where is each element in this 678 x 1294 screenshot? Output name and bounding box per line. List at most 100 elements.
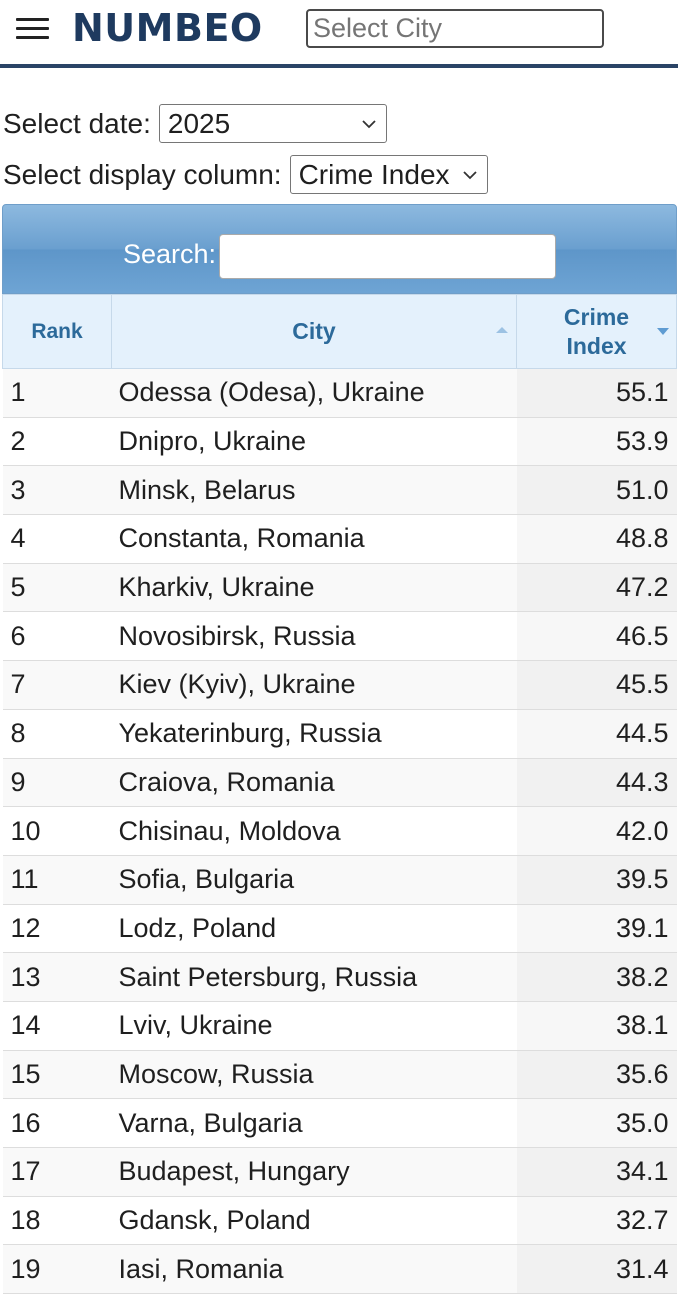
- city-cell: Kharkiv, Ukraine: [111, 563, 517, 613]
- table-row: 4 Constanta, Romania 48.8: [2, 514, 677, 564]
- city-cell: Novosibirsk, Russia: [111, 611, 517, 662]
- crime-index-cell: 35.0: [516, 1098, 677, 1148]
- crime-index-cell: 39.5: [516, 855, 677, 905]
- table-search-input[interactable]: [219, 234, 556, 279]
- crime-index-cell: 39.1: [516, 904, 677, 954]
- rank-cell: 13: [2, 952, 112, 1002]
- display-column-label: Select display column:: [3, 158, 282, 190]
- date-select-value: 2025: [167, 107, 231, 139]
- top-navigation-bar: NUMBEO: [0, 0, 678, 68]
- table-row: 11 Sofia, Bulgaria 39.5: [2, 855, 677, 905]
- rank-cell: 6: [2, 611, 112, 662]
- city-cell: Dnipro, Ukraine: [111, 417, 517, 467]
- table-row: 17 Budapest, Hungary 34.1: [2, 1147, 677, 1197]
- rank-cell: 14: [2, 1001, 112, 1051]
- crime-index-cell: 53.9: [516, 417, 677, 467]
- column-header-crime-index-label: Crime Index: [563, 303, 630, 359]
- city-cell: Budapest, Hungary: [111, 1147, 517, 1197]
- display-column-select[interactable]: Crime Index: [289, 155, 488, 194]
- crime-index-cell: 38.2: [516, 952, 677, 1002]
- rank-cell: 19: [2, 1244, 112, 1294]
- table-body: 1 Odessa (Odesa), Ukraine 55.1 2 Dnipro, Ukr…: [2, 368, 677, 1294]
- column-header-rank[interactable]: Rank: [2, 294, 112, 369]
- table-row: 8 Yekaterinburg, Russia 44.5: [2, 709, 677, 759]
- city-cell: Saint Petersburg, Russia: [111, 952, 517, 1002]
- rank-cell: 10: [2, 806, 112, 856]
- table-row: 1 Odessa (Odesa), Ukraine 55.1: [2, 368, 677, 418]
- table-row: 13 Saint Petersburg, Russia 38.2: [2, 952, 677, 1002]
- rank-cell: 8: [2, 709, 112, 759]
- table-row: 5 Kharkiv, Ukraine 47.2: [2, 563, 677, 613]
- rank-cell: 11: [2, 855, 112, 905]
- city-cell: Varna, Bulgaria: [111, 1098, 517, 1148]
- table-row: 16 Varna, Bulgaria 35.0: [2, 1098, 677, 1148]
- table-row: 10 Chisinau, Moldova 42.0: [2, 806, 677, 856]
- crime-index-cell: 55.1: [516, 368, 677, 418]
- numbeo-logo[interactable]: NUMBEO: [72, 6, 263, 50]
- table-row: 2 Dnipro, Ukraine 53.9: [2, 417, 677, 467]
- rank-cell: 12: [2, 904, 112, 954]
- rank-cell: 15: [2, 1050, 112, 1100]
- select-city-input[interactable]: [306, 9, 604, 48]
- rank-cell: 1: [2, 368, 112, 418]
- crime-index-cell: 48.8: [516, 514, 677, 564]
- hamburger-menu-icon[interactable]: [16, 18, 49, 42]
- city-cell: Craiova, Romania: [111, 758, 517, 808]
- date-select[interactable]: 2025: [158, 104, 387, 143]
- crime-index-cell: 31.4: [516, 1244, 677, 1294]
- city-cell: Yekaterinburg, Russia: [111, 709, 517, 759]
- display-column-value: Crime Index: [298, 158, 450, 190]
- date-control-row: Select date: 2025: [3, 104, 387, 143]
- crime-index-table: Rank City Crime Index 1 Odessa (Odesa), U…: [2, 294, 677, 1294]
- date-label: Select date:: [3, 107, 151, 139]
- rank-cell: 18: [2, 1196, 112, 1246]
- column-header-city-label: City: [292, 318, 336, 344]
- city-cell: Iasi, Romania: [111, 1244, 517, 1294]
- rank-cell: 16: [2, 1098, 112, 1148]
- ranking-table-container: Search: Rank City Crime Index 1 Odessa (O…: [2, 204, 677, 1294]
- table-search-label: Search:: [123, 239, 217, 269]
- city-cell: Gdansk, Poland: [111, 1196, 517, 1246]
- city-cell: Minsk, Belarus: [111, 465, 517, 516]
- sort-descending-icon: [657, 328, 669, 335]
- city-cell: Odessa (Odesa), Ukraine: [111, 368, 517, 418]
- city-cell: Sofia, Bulgaria: [111, 855, 517, 905]
- crime-index-cell: 47.2: [516, 563, 677, 613]
- crime-index-cell: 42.0: [516, 806, 677, 856]
- crime-index-cell: 51.0: [516, 465, 677, 516]
- rank-cell: 5: [2, 563, 112, 613]
- city-cell: Kiev (Kyiv), Ukraine: [111, 660, 517, 710]
- table-row: 18 Gdansk, Poland 32.7: [2, 1196, 677, 1246]
- chevron-down-icon: [362, 119, 376, 128]
- city-cell: Moscow, Russia: [111, 1050, 517, 1100]
- city-cell: Constanta, Romania: [111, 514, 517, 564]
- column-header-crime-index[interactable]: Crime Index: [516, 294, 677, 369]
- city-cell: Chisinau, Moldova: [111, 806, 517, 856]
- rank-cell: 7: [2, 660, 112, 710]
- table-row: 7 Kiev (Kyiv), Ukraine 45.5: [2, 660, 677, 710]
- crime-index-cell: 35.6: [516, 1050, 677, 1100]
- rank-cell: 17: [2, 1147, 112, 1197]
- city-cell: Lodz, Poland: [111, 904, 517, 954]
- table-row: 15 Moscow, Russia 35.6: [2, 1050, 677, 1100]
- table-row: 6 Novosibirsk, Russia 46.5: [2, 611, 677, 662]
- table-row: 14 Lviv, Ukraine 38.1: [2, 1001, 677, 1051]
- table-search-bar: Search:: [2, 204, 677, 294]
- crime-index-cell: 32.7: [516, 1196, 677, 1246]
- table-row: 3 Minsk, Belarus 51.0: [2, 465, 677, 516]
- crime-index-cell: 44.5: [516, 709, 677, 759]
- crime-index-cell: 44.3: [516, 758, 677, 808]
- sort-ascending-icon: [496, 327, 508, 333]
- rank-cell: 2: [2, 417, 112, 467]
- table-row: 9 Craiova, Romania 44.3: [2, 758, 677, 808]
- table-row: 12 Lodz, Poland 39.1: [2, 904, 677, 954]
- chevron-down-icon: [462, 170, 477, 179]
- rank-cell: 3: [2, 465, 112, 516]
- rank-cell: 4: [2, 514, 112, 564]
- crime-index-cell: 38.1: [516, 1001, 677, 1051]
- rank-cell: 9: [2, 758, 112, 808]
- crime-index-cell: 45.5: [516, 660, 677, 710]
- column-control-row: Select display column: Crime Index: [3, 155, 488, 194]
- table-row: 19 Iasi, Romania 31.4: [2, 1244, 677, 1294]
- column-header-city[interactable]: City: [111, 294, 517, 369]
